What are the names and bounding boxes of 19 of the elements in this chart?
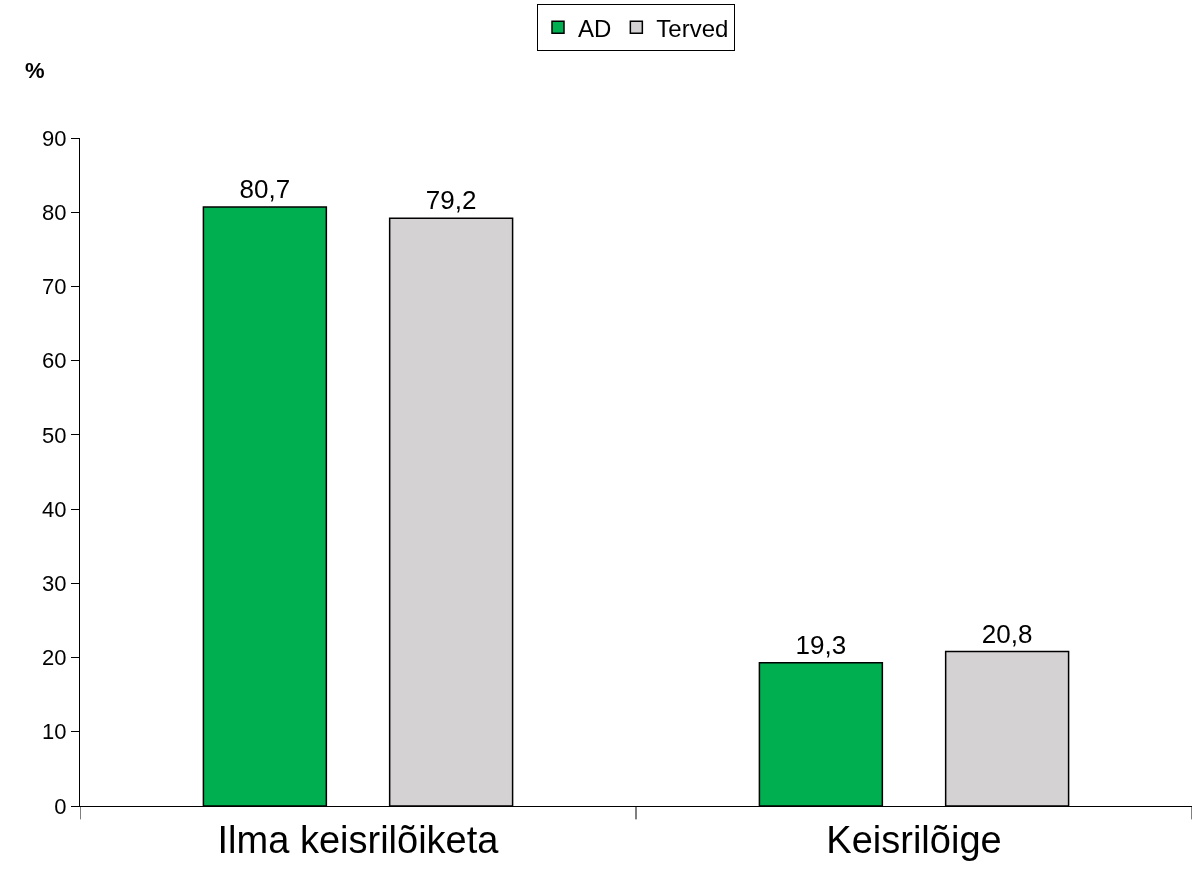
- y-tick-label: 90: [42, 125, 67, 151]
- legend-label: AD: [578, 14, 612, 42]
- y-tick-label: 0: [54, 793, 67, 819]
- x-tick-label: Ilma keisrilõiketa: [217, 818, 500, 861]
- y-tick-label: 50: [42, 422, 67, 448]
- x-tick-label: Keisrilõige: [826, 818, 1002, 861]
- legend-label: Terved: [656, 14, 729, 42]
- y-axis-title: %: [25, 58, 45, 83]
- data-label: 19,3: [795, 629, 847, 660]
- y-tick-label: 70: [42, 274, 67, 300]
- data-label: 79,2: [425, 185, 477, 216]
- data-label: 20,8: [981, 618, 1033, 649]
- y-tick-label: 30: [42, 571, 67, 597]
- data-label: 80,7: [239, 174, 291, 205]
- y-tick-label: 80: [42, 199, 67, 225]
- y-tick-label: 10: [42, 719, 67, 745]
- y-tick-label: 60: [42, 348, 67, 374]
- y-tick-label: 20: [42, 645, 67, 671]
- y-tick-label: 40: [42, 496, 67, 522]
